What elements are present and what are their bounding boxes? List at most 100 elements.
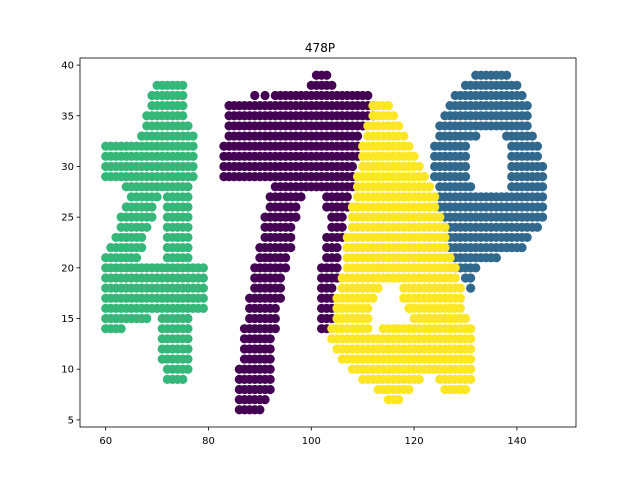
scatter-point-series-2 bbox=[466, 283, 476, 293]
x-tick-label: 120 bbox=[405, 436, 424, 447]
scatter-point-series-4 bbox=[414, 161, 424, 172]
scatter-point-series-3 bbox=[116, 324, 126, 334]
scatter-point-series-2 bbox=[522, 232, 532, 243]
scatter-point-series-3 bbox=[198, 283, 208, 293]
x-tick-label: 60 bbox=[99, 436, 112, 447]
scatter-point-series-1 bbox=[352, 131, 363, 141]
scatter-point-series-4 bbox=[466, 324, 476, 334]
scatter-point-series-1 bbox=[275, 293, 286, 303]
scatter-point-series-3 bbox=[198, 273, 208, 283]
scatter-point-series-4 bbox=[383, 101, 393, 111]
scatter-point-series-2 bbox=[522, 101, 532, 111]
scatter-point-series-2 bbox=[522, 111, 532, 121]
plot-frame bbox=[79, 57, 577, 428]
scatter-point-series-4 bbox=[363, 303, 373, 313]
scatter-point-series-3 bbox=[188, 131, 198, 141]
scatter-point-series-1 bbox=[332, 242, 342, 253]
scatter-point-series-1 bbox=[291, 212, 301, 222]
scatter-point-series-4 bbox=[430, 192, 440, 202]
scatter-point-series-3 bbox=[131, 253, 142, 263]
x-tick-label: 140 bbox=[507, 436, 526, 447]
scatter-point-series-4 bbox=[394, 121, 404, 131]
scatter-point-series-1 bbox=[281, 253, 291, 263]
scatter-point-series-2 bbox=[532, 141, 543, 151]
scatter-point-series-1 bbox=[260, 395, 270, 405]
scatter-point-series-2 bbox=[532, 151, 543, 161]
scatter-point-series-4 bbox=[409, 151, 419, 161]
scatter-point-series-3 bbox=[183, 182, 193, 192]
y-tick-label: 10 bbox=[61, 365, 74, 376]
scatter-point-series-4 bbox=[440, 232, 450, 243]
scatter-point-series-4 bbox=[466, 374, 476, 384]
scatter-point-series-4 bbox=[460, 313, 471, 324]
scatter-point-series-4 bbox=[419, 172, 429, 182]
scatter-point-series-4 bbox=[450, 263, 460, 273]
scatter-point-series-1 bbox=[265, 374, 275, 384]
scatter-point-series-1 bbox=[270, 324, 280, 334]
scatter-point-series-4 bbox=[363, 324, 373, 334]
scatter-point-series-1 bbox=[260, 90, 270, 101]
scatter-point-series-1 bbox=[281, 263, 291, 273]
scatter-point-series-3 bbox=[188, 151, 198, 161]
scatter-point-series-1 bbox=[265, 334, 275, 344]
scatter-point-series-3 bbox=[178, 80, 188, 90]
scatter-point-series-2 bbox=[527, 131, 537, 141]
scatter-point-series-3 bbox=[183, 313, 193, 324]
scatter-point-series-3 bbox=[183, 364, 193, 374]
scatter-point-series-3 bbox=[183, 121, 193, 131]
scatter-point-series-3 bbox=[183, 253, 193, 263]
scatter-point-series-3 bbox=[183, 222, 193, 232]
scatter-point-series-3 bbox=[198, 293, 208, 303]
scatter-point-series-4 bbox=[466, 354, 476, 364]
y-tick-label: 15 bbox=[61, 314, 74, 325]
scatter-point-series-3 bbox=[137, 232, 147, 243]
scatter-point-series-2 bbox=[460, 151, 471, 161]
scatter-point-series-1 bbox=[275, 283, 286, 293]
scatter-point-series-4 bbox=[445, 253, 455, 263]
scatter-point-series-1 bbox=[265, 364, 275, 374]
scatter-point-series-1 bbox=[265, 354, 275, 364]
scatter-point-series-2 bbox=[532, 222, 543, 232]
scatter-point-series-3 bbox=[183, 344, 193, 354]
scatter-point-series-1 bbox=[327, 283, 337, 293]
axes: 60 80 100 120 140 5 10 15 20 25 30 35 40 bbox=[61, 57, 577, 447]
scatter-point-series-1 bbox=[255, 405, 265, 415]
scatter-point-series-4 bbox=[424, 182, 435, 192]
scatter-point-series-4 bbox=[455, 293, 465, 303]
scatter-point-series-3 bbox=[183, 242, 193, 253]
scatter-point-series-1 bbox=[322, 70, 332, 80]
scatter-point-series-1 bbox=[347, 161, 358, 172]
scatter-point-series-1 bbox=[337, 212, 347, 222]
scatter-point-series-4 bbox=[460, 384, 471, 395]
scatter-point-series-4 bbox=[455, 283, 465, 293]
scatter-point-series-4 bbox=[435, 212, 445, 222]
scatter-point-series-3 bbox=[137, 242, 147, 253]
scatter-point-series-4 bbox=[455, 303, 465, 313]
scatter-point-series-1 bbox=[265, 384, 275, 395]
scatter-point-series-4 bbox=[450, 273, 460, 283]
scatter-point-series-1 bbox=[342, 192, 352, 202]
scatter-point-series-2 bbox=[537, 192, 548, 202]
scatter-point-series-1 bbox=[332, 263, 342, 273]
scatter-point-series-3 bbox=[188, 161, 198, 172]
scatter-point-series-2 bbox=[537, 202, 548, 212]
x-tick-label: 100 bbox=[302, 436, 321, 447]
scatter-point-series-2 bbox=[471, 131, 481, 141]
scatter-point-series-3 bbox=[183, 202, 193, 212]
scatter-point-series-1 bbox=[275, 273, 286, 283]
scatter-point-series-3 bbox=[178, 111, 188, 121]
scatter-point-series-4 bbox=[466, 334, 476, 344]
scatter-point-series-2 bbox=[460, 161, 471, 172]
scatter-point-series-1 bbox=[270, 303, 280, 313]
scatter-point-series-4 bbox=[466, 344, 476, 354]
scatter-point-series-3 bbox=[147, 212, 157, 222]
scatter-point-series-1 bbox=[363, 90, 373, 101]
scatter-point-series-2 bbox=[512, 80, 522, 90]
scatter-points bbox=[101, 70, 548, 415]
scatter-point-series-3 bbox=[183, 334, 193, 344]
scatter-point-series-4 bbox=[388, 111, 399, 121]
scatter-point-series-3 bbox=[198, 263, 208, 273]
scatter-point-series-2 bbox=[502, 70, 512, 80]
